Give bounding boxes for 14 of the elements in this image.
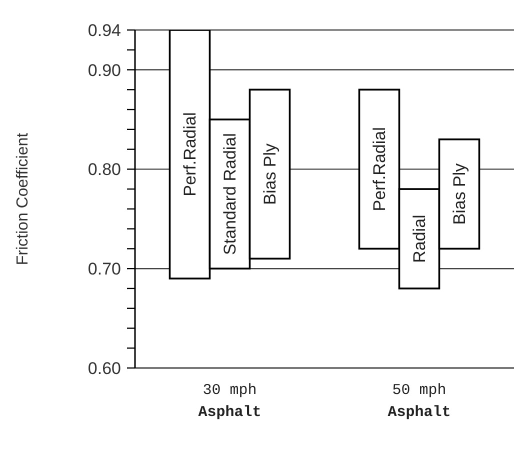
y-tick-label: 0.94: [88, 21, 121, 40]
x-tick-label: 30 mph Asphalt: [198, 382, 262, 421]
series-label: Perf.Radial: [180, 112, 200, 196]
text: Perf.Radial: [370, 127, 390, 212]
x-tick-label: 50 mph Asphalt: [388, 382, 451, 421]
y-tick-label: 0.60: [88, 359, 121, 378]
series-label: Radial: [410, 214, 430, 263]
y-tick-label: 0.70: [88, 260, 121, 279]
y-tick-label: 0.90: [88, 60, 121, 80]
series-label: Bias Ply: [260, 142, 280, 205]
series-label: Standard Radial: [220, 133, 240, 255]
y-tick-label: 0.80: [88, 160, 121, 180]
text: Bias Ply: [450, 163, 470, 225]
y-axis-title: Friction Coefficient: [14, 132, 32, 266]
